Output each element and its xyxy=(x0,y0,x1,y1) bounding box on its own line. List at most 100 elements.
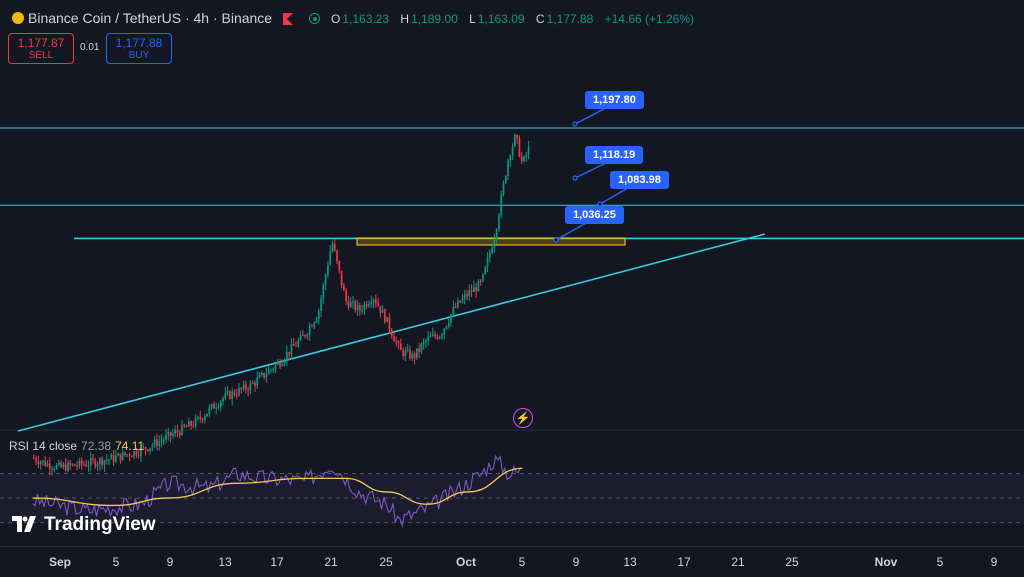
buy-button[interactable]: 1,177.88 BUY xyxy=(106,33,172,64)
rsi-legend[interactable]: RSI 14 close 72.38 74.11 xyxy=(9,439,144,453)
candle-up xyxy=(523,156,525,162)
candle-down xyxy=(377,303,379,307)
candle-down xyxy=(340,270,343,286)
lightning-icon[interactable]: ⚡ xyxy=(513,408,533,428)
candle-down xyxy=(379,306,382,313)
candle-down xyxy=(69,462,72,466)
time-axis-tick: 17 xyxy=(677,555,691,569)
buy-label: BUY xyxy=(128,50,150,61)
rsi-series xyxy=(32,454,523,528)
candle-up xyxy=(502,182,505,195)
candle-down xyxy=(60,462,63,467)
time-axis-tick: 9 xyxy=(166,555,174,569)
candle-down xyxy=(479,280,482,282)
candle-up xyxy=(427,336,430,341)
candle-up xyxy=(226,391,229,393)
rsi-line xyxy=(32,454,522,528)
market-status-icon[interactable] xyxy=(309,13,320,24)
time-axis-tick: 21 xyxy=(731,555,745,569)
time-axis-tick: 13 xyxy=(218,555,232,569)
candle-up xyxy=(231,391,234,399)
candle-up xyxy=(484,266,487,274)
candle-up xyxy=(463,294,466,299)
candle-down xyxy=(436,336,439,339)
candle-up xyxy=(447,322,450,327)
candle-up xyxy=(149,447,151,452)
candle-up xyxy=(103,460,106,466)
ohlc-key: C xyxy=(535,12,545,26)
candle-up xyxy=(53,468,56,470)
sell-price: 1,177.87 xyxy=(17,36,65,50)
candle-down xyxy=(388,316,391,330)
candle-up xyxy=(96,464,99,467)
candle-down xyxy=(37,461,40,465)
candle-up xyxy=(445,326,448,329)
candle-up xyxy=(187,421,190,427)
candle-up xyxy=(249,383,252,391)
flag-icon[interactable] xyxy=(283,13,293,25)
candle-down xyxy=(156,439,158,447)
candle-up xyxy=(308,326,311,335)
candle-up xyxy=(39,462,42,465)
candle-up xyxy=(493,239,496,249)
candle-up xyxy=(352,301,354,303)
time-axis-tick: 5 xyxy=(936,555,944,569)
candle-up xyxy=(306,334,309,337)
candle-up xyxy=(242,384,245,390)
candle-up xyxy=(415,348,418,359)
time-axis-tick: 5 xyxy=(112,555,120,569)
candle-up xyxy=(468,290,471,297)
candle-up xyxy=(356,305,359,311)
candle-down xyxy=(516,134,519,139)
candle-up xyxy=(477,280,480,292)
candle-up xyxy=(224,392,227,398)
candle-up xyxy=(126,454,129,456)
candle-up xyxy=(215,407,218,409)
candle-up xyxy=(361,310,363,312)
candle-up xyxy=(42,460,44,463)
candle-up xyxy=(386,316,389,323)
candle-down xyxy=(402,349,405,357)
candle-down xyxy=(130,456,133,458)
candle-up xyxy=(181,424,183,435)
sell-button[interactable]: 1,177.87 SELL xyxy=(8,33,74,64)
candle-down xyxy=(213,404,215,409)
candle-up xyxy=(258,374,261,378)
callout-anchor xyxy=(553,237,559,243)
ohlc-high: 1,189.00 xyxy=(411,12,458,26)
candle-up xyxy=(452,307,455,315)
candle-down xyxy=(112,454,115,462)
candle-down xyxy=(233,391,236,396)
candle-up xyxy=(58,462,60,465)
candle-down xyxy=(137,455,140,457)
level-label-1036[interactable]: 1,036.25 xyxy=(565,206,624,224)
candle-up xyxy=(274,364,277,370)
level-label-1083[interactable]: 1,083.98 xyxy=(610,171,669,189)
symbol-title[interactable]: Binance Coin / TetherUS · 4h · Binance xyxy=(12,10,272,26)
candle-up xyxy=(55,464,58,469)
candle-down xyxy=(199,416,202,419)
ohlc-open: 1,163.23 xyxy=(342,12,390,26)
candle-down xyxy=(311,326,313,328)
level-label-1118[interactable]: 1,118.19 xyxy=(585,146,644,164)
candle-down xyxy=(301,334,304,336)
time-axis-tick: 21 xyxy=(324,555,338,569)
candle-up xyxy=(158,441,161,447)
candle-down xyxy=(409,349,411,359)
candle-up xyxy=(482,273,484,282)
candle-up xyxy=(443,328,446,335)
candle-up xyxy=(431,334,434,337)
candle-up xyxy=(51,468,53,470)
candle-up xyxy=(406,349,409,351)
candle-up xyxy=(89,458,92,466)
candle-down xyxy=(244,384,247,390)
callout-pointer xyxy=(574,107,607,125)
candle-down xyxy=(192,425,195,427)
candle-up xyxy=(457,300,459,308)
level-label-1197[interactable]: 1,197.80 xyxy=(585,91,644,109)
candle-up xyxy=(283,360,286,364)
time-axis[interactable]: Sep 5 9 13 17 21 25 Oct 5 9 13 17 21 25 Nov 5 9 xyxy=(0,546,1024,577)
candle-up xyxy=(514,134,516,147)
candle-up xyxy=(108,459,110,461)
